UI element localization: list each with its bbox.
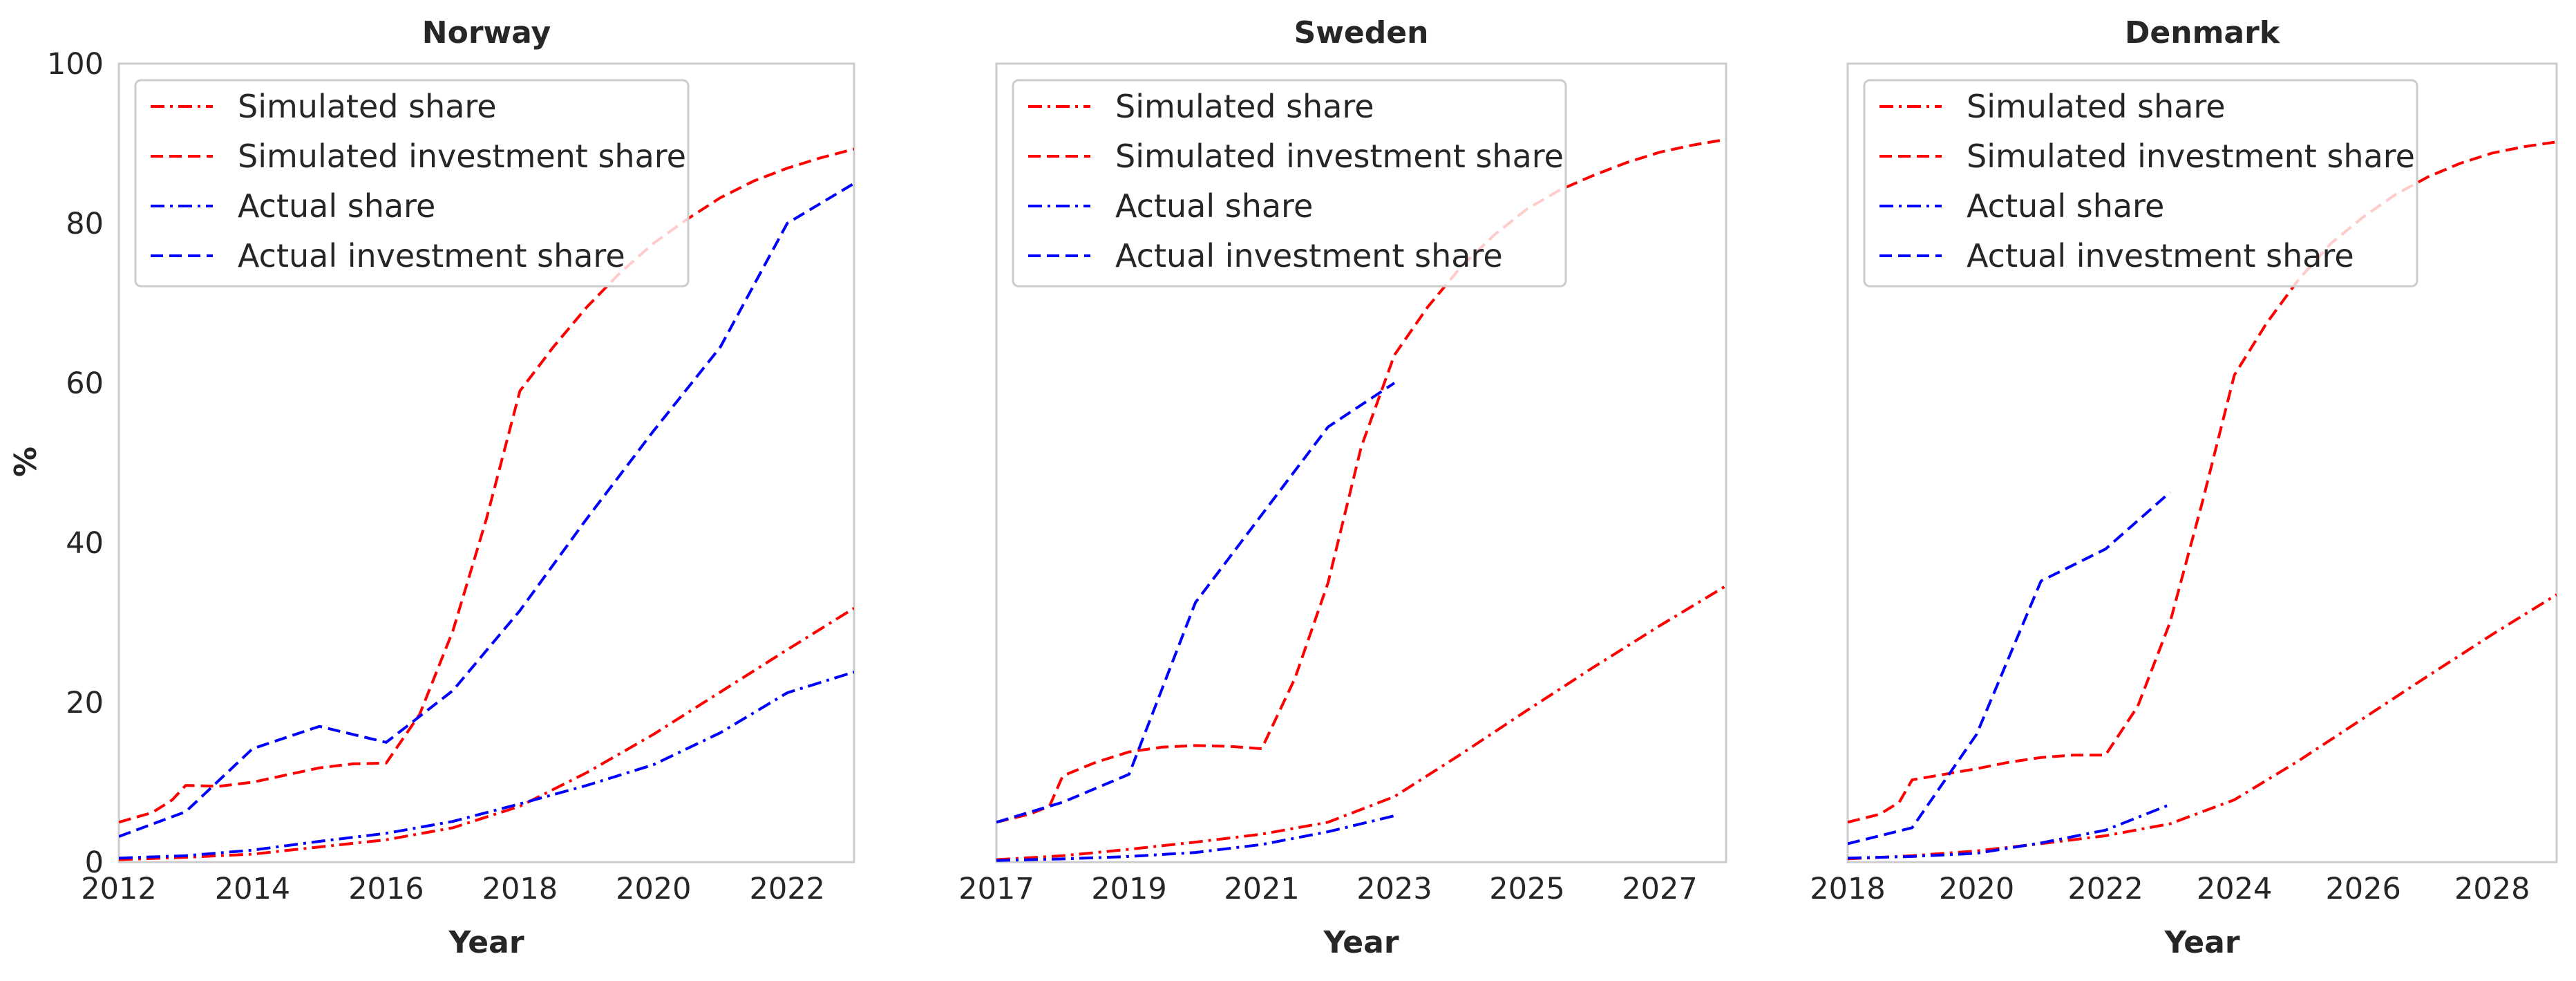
- legend: Simulated share Simulated investment shar…: [1863, 79, 2418, 288]
- legend-label: Simulated investment share: [1967, 138, 2415, 175]
- x-axis-label: Year: [2163, 925, 2239, 960]
- legend-label: Simulated investment share: [238, 138, 686, 175]
- y-tick-label: 0: [85, 845, 104, 880]
- y-tick-label: 40: [66, 526, 104, 561]
- legend-label: Simulated investment share: [1115, 138, 1564, 175]
- x-tick-label: 2022: [2067, 872, 2143, 906]
- y-tick-label: 100: [47, 47, 104, 82]
- plot-frame: [117, 62, 855, 863]
- x-tick-label: 2021: [1224, 872, 1299, 906]
- series-line-simulated-investment-share: [119, 147, 854, 824]
- legend-box: [134, 79, 690, 288]
- x-axis-label: Year: [448, 925, 524, 960]
- legend: Simulated share Simulated investment shar…: [134, 79, 690, 288]
- series-line-actual-investment-share: [996, 382, 1396, 824]
- legend-label: Simulated share: [238, 88, 497, 125]
- panel-norway: Norway 2012 2014 2016 2018 2020 2022 0 20 40 60 80 1…: [47, 15, 855, 960]
- series-group: [1848, 140, 2557, 861]
- x-tick-label: 2018: [482, 872, 558, 906]
- series-line-simulated-share: [1848, 593, 2557, 861]
- legend-label: Simulated share: [1115, 88, 1374, 125]
- x-tick-label: 2012: [81, 872, 156, 906]
- y-axis-label: %: [8, 447, 44, 477]
- x-tick-label: 2026: [2325, 872, 2400, 906]
- legend-label: Actual share: [1115, 187, 1313, 225]
- y-tick-label: 80: [66, 207, 104, 241]
- series-group: [996, 138, 1726, 862]
- x-tick-label: 2024: [2197, 872, 2272, 906]
- series-line-actual-investment-share: [1848, 491, 2171, 845]
- x-tick-label: 2020: [616, 872, 691, 906]
- x-tick-label: 2019: [1091, 872, 1166, 906]
- series-line-actual-share: [996, 814, 1395, 862]
- x-tick-label: 2018: [1810, 872, 1885, 906]
- x-tick-label: 2023: [1356, 872, 1432, 906]
- legend-label: Actual share: [1967, 187, 2164, 225]
- x-axis-label: Year: [1323, 925, 1399, 960]
- series-line-actual-share: [119, 671, 854, 860]
- legend-label: Actual investment share: [1967, 237, 2354, 274]
- legend-label: Actual investment share: [1115, 237, 1503, 274]
- panel-sweden: Sweden 2017 2019 2021 2023 2025 2027 Year Simula…: [958, 15, 1727, 960]
- legend: Simulated share Simulated investment shar…: [1012, 79, 1567, 288]
- y-tick-label: 20: [66, 686, 104, 720]
- series-line-simulated-investment-share: [1848, 140, 2557, 824]
- series-line-actual-investment-share: [119, 182, 854, 838]
- panel-denmark: Denmark 2018 2020 2022 2024 2026 2028 Year Simul…: [1810, 15, 2558, 960]
- legend-box: [1863, 79, 2418, 288]
- x-tick-label: 2017: [958, 872, 1034, 906]
- x-tick-label: 2027: [1622, 872, 1697, 906]
- panel-title: Denmark: [2125, 15, 2281, 50]
- panel-title: Sweden: [1294, 15, 1429, 50]
- legend-label: Simulated share: [1967, 88, 2226, 125]
- y-tick-label: 60: [66, 366, 104, 401]
- legend-label: Actual share: [238, 187, 435, 225]
- legend-box: [1012, 79, 1567, 288]
- plot-frame: [995, 62, 1727, 863]
- plot-frame: [1846, 62, 2558, 863]
- series-line-simulated-share: [996, 584, 1726, 861]
- series-line-simulated-investment-share: [996, 138, 1726, 824]
- x-tick-label: 2014: [215, 872, 290, 906]
- x-tick-label: 2020: [1939, 872, 2014, 906]
- x-tick-label: 2016: [348, 872, 424, 906]
- x-tick-label: 2025: [1489, 872, 1564, 906]
- legend-label: Actual investment share: [238, 237, 625, 274]
- x-tick-label: 2022: [750, 872, 825, 906]
- x-tick-label: 2028: [2454, 872, 2530, 906]
- series-group: [119, 147, 854, 861]
- series-line-simulated-share: [119, 607, 854, 861]
- panel-title: Norway: [422, 15, 551, 50]
